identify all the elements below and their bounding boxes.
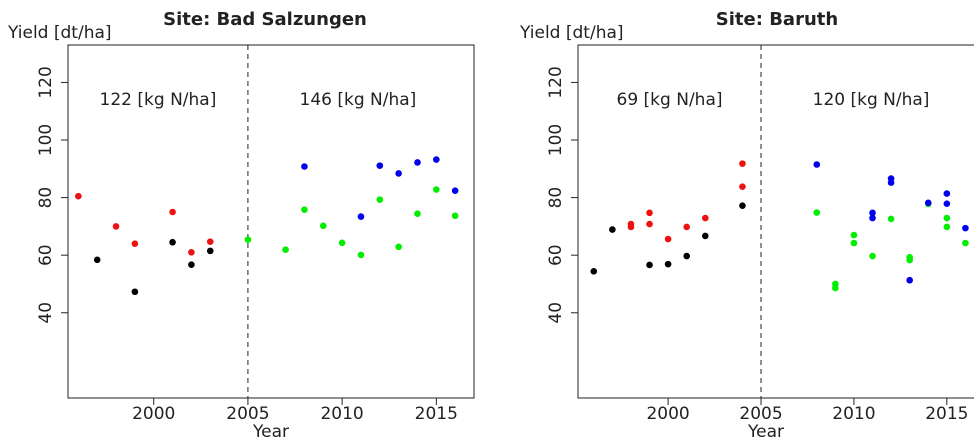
data-point [433, 156, 440, 163]
x-tick-label: 2010 [320, 404, 363, 424]
plot-frame [67, 44, 475, 399]
annotation: 69 [kg N/ha] [617, 90, 723, 110]
data-point [850, 239, 858, 247]
data-point [664, 235, 672, 243]
chart-title: Site: Bad Salzungen [163, 9, 367, 30]
data-point [739, 202, 746, 209]
data-point [962, 224, 969, 232]
data-point [93, 256, 101, 264]
data-point [609, 226, 616, 233]
data-point [282, 246, 289, 254]
y-tick-label: 80 [546, 187, 566, 209]
data-point [646, 261, 653, 269]
data-point [906, 276, 913, 284]
y-tick-label: 40 [546, 302, 566, 324]
data-point [301, 206, 308, 213]
y-tick-label: 100 [546, 124, 566, 156]
annotation: 146 [kg N/ha] [300, 90, 417, 110]
data-point [962, 239, 969, 247]
data-point [683, 223, 691, 231]
data-point [850, 231, 858, 239]
data-point [943, 200, 951, 207]
y-tick-label: 100 [36, 124, 56, 156]
data-point [683, 252, 691, 260]
data-point [75, 192, 82, 200]
data-point [301, 163, 308, 170]
data-point [414, 159, 421, 166]
annotation: 122 [kg N/ha] [100, 90, 217, 110]
data-point [169, 208, 176, 216]
data-point [338, 239, 346, 247]
x-tick-label: 2005 [739, 404, 782, 424]
data-point [739, 160, 746, 167]
data-point [206, 238, 214, 245]
data-point [906, 253, 913, 261]
data-point [943, 190, 951, 197]
data-point [739, 183, 746, 190]
chart-panel: Site: Bad Salzungen Yield [dt/ha] Year 2000… [7, 9, 475, 442]
data-point [131, 240, 139, 247]
data-point [376, 196, 384, 203]
x-tick-label: 2000 [646, 404, 689, 424]
data-point [244, 236, 252, 243]
x-axis-label: Year [252, 422, 289, 442]
data-point [832, 280, 839, 288]
plot-frame [577, 44, 974, 399]
data-point [943, 223, 951, 231]
data-point [376, 162, 384, 169]
data-point [357, 251, 365, 259]
data-point [646, 209, 653, 217]
data-point [627, 223, 635, 231]
x-tick-label: 2015 [925, 404, 968, 424]
data-point [169, 238, 176, 246]
x-tick-label: 2015 [415, 404, 458, 424]
y-tick-label: 80 [36, 187, 56, 209]
data-point [701, 214, 709, 222]
data-point [887, 179, 895, 186]
data-point [646, 220, 653, 228]
y-tick-label: 120 [546, 66, 566, 98]
data-point [433, 186, 440, 193]
data-point [414, 210, 421, 218]
data-point [813, 161, 821, 168]
x-tick-label: 2005 [226, 404, 269, 424]
x-tick-label: 2000 [132, 404, 175, 424]
data-point [869, 214, 876, 222]
data-point [664, 260, 672, 268]
data-point [924, 199, 932, 207]
data-point [112, 223, 120, 230]
data-point [395, 170, 402, 177]
data-point [188, 249, 195, 256]
data-point [319, 222, 327, 230]
data-point [701, 232, 709, 240]
data-point [395, 243, 402, 251]
data-point [813, 209, 821, 216]
data-point [943, 214, 951, 222]
annotation: 120 [kg N/ha] [813, 90, 930, 110]
data-point [206, 247, 214, 255]
y-tick-label: 120 [36, 66, 56, 98]
y-tick-label: 40 [36, 302, 56, 324]
data-point [188, 261, 195, 268]
data-point [869, 252, 876, 260]
x-axis-label: Year [747, 422, 784, 442]
data-point [357, 213, 365, 220]
data-point [887, 215, 895, 223]
data-point [131, 288, 139, 296]
data-point [869, 209, 876, 217]
y-tick-label: 60 [546, 244, 566, 266]
chart-title: Site: Baruth [716, 9, 838, 30]
y-axis-label: Yield [dt/ha] [7, 23, 112, 43]
data-point [451, 187, 459, 194]
y-tick-label: 60 [36, 244, 56, 266]
y-axis-label: Yield [dt/ha] [519, 23, 624, 43]
chart-panel: Site: Baruth Yield [dt/ha] Year 2000 2005 201… [519, 9, 974, 442]
data-point [590, 268, 598, 275]
x-tick-label: 2010 [832, 404, 875, 424]
data-point [451, 212, 459, 220]
